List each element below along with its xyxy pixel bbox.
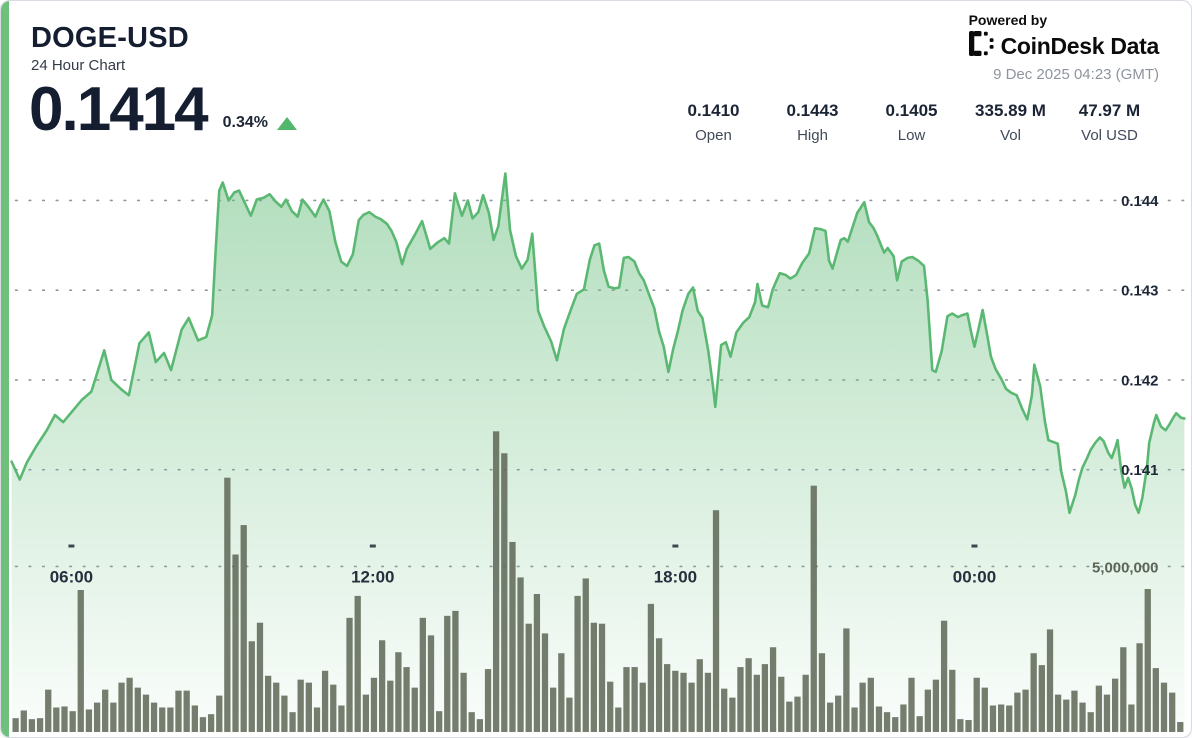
current-price: 0.1414 [29, 75, 209, 144]
page-title: DOGE-USD [31, 22, 189, 54]
title-block: DOGE-USD 24 Hour Chart [31, 22, 189, 74]
change-percent: 0.34% [222, 114, 269, 132]
brand-name: CoinDesk Data [1000, 32, 1160, 59]
up-arrow-icon [277, 116, 298, 130]
time-axis-label: 00:00 [953, 567, 996, 586]
time-tick [369, 544, 376, 548]
time-tick [68, 544, 75, 548]
stat-open: 0.1410 Open [664, 101, 763, 144]
stat-high-value: 0.1443 [786, 101, 839, 120]
stat-high-label: High [797, 127, 828, 144]
time-axis-label: 18:00 [654, 567, 697, 586]
stat-low: 0.1405 Low [862, 101, 961, 144]
time-tick [672, 544, 679, 548]
timestamp: 9 Dec 2025 04:23 (GMT) [993, 66, 1159, 83]
coindesk-logo-icon [968, 31, 994, 61]
time-tick [971, 544, 978, 548]
time-axis-label: 12:00 [351, 567, 394, 586]
stat-vol-label: Vol [1000, 127, 1021, 144]
price-axis-label: 0.142 [1121, 372, 1158, 389]
price-area-fill [11, 173, 1185, 733]
stat-low-value: 0.1405 [885, 101, 938, 120]
ohlc-stats-row: 0.1410 Open 0.1443 High 0.1405 Low 335.8… [664, 101, 1159, 144]
coindesk-data-link[interactable]: CoinDesk Data [968, 31, 1160, 61]
current-price-row: 0.1414 0.34% [29, 75, 298, 144]
price-axis-label: 0.143 [1121, 283, 1158, 300]
brand-block: Powered by CoinDesk Data 9 Dec 2025 04:2… [968, 12, 1160, 83]
stat-open-label: Open [695, 127, 732, 144]
price-change: 0.34% [222, 114, 298, 138]
volume-bars [12, 431, 1184, 733]
left-accent-strip [1, 1, 9, 737]
price-axis-label: 0.144 [1121, 193, 1159, 210]
volume-axis-label: 5,000,000 [1092, 559, 1158, 576]
powered-by-label: Powered by [968, 12, 1048, 28]
stat-vol: 335.89 M Vol [961, 101, 1060, 144]
time-axis-label: 06:00 [50, 567, 93, 586]
chart-subtitle: 24 Hour Chart [31, 56, 126, 74]
stat-vol-usd-label: Vol USD [1081, 127, 1138, 144]
stat-open-value: 0.1410 [687, 101, 740, 120]
stat-vol-usd-value: 47.97 M [1078, 101, 1141, 120]
stat-vol-usd: 47.97 M Vol USD [1060, 101, 1159, 144]
price-line [10, 172, 1186, 515]
price-axis-label: 0.141 [1121, 462, 1158, 479]
stat-low-label: Low [897, 127, 926, 144]
stat-vol-value: 335.89 M [975, 101, 1046, 120]
stat-high: 0.1443 High [763, 101, 862, 144]
